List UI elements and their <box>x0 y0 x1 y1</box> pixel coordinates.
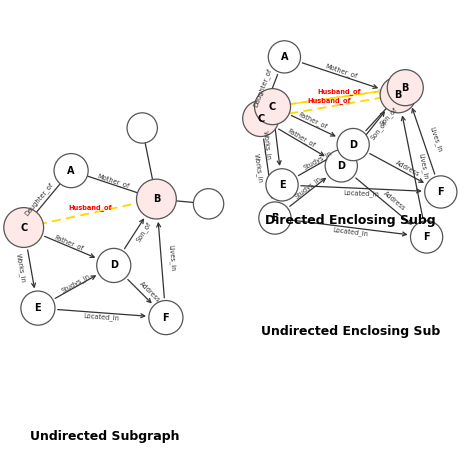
Circle shape <box>410 221 443 253</box>
Circle shape <box>21 291 55 325</box>
Circle shape <box>380 77 416 113</box>
Circle shape <box>149 301 183 335</box>
Circle shape <box>425 176 457 208</box>
Text: D: D <box>349 139 357 150</box>
Circle shape <box>266 169 298 201</box>
Text: Mother_of: Mother_of <box>97 173 131 190</box>
Circle shape <box>259 202 291 234</box>
Text: Daughter_of: Daughter_of <box>23 181 55 217</box>
Circle shape <box>4 208 44 247</box>
Circle shape <box>387 70 423 106</box>
Text: Studys_in: Studys_in <box>60 272 91 294</box>
Text: C: C <box>269 101 276 112</box>
Text: Lives_in: Lives_in <box>428 126 443 154</box>
Text: E: E <box>35 303 41 313</box>
Text: D: D <box>110 260 118 271</box>
Text: Undirected Enclosing Sub: Undirected Enclosing Sub <box>261 325 440 338</box>
Text: Son_of: Son_of <box>370 119 389 141</box>
Text: Located_in: Located_in <box>84 312 120 321</box>
Text: B: B <box>153 194 160 204</box>
Text: A: A <box>67 165 75 176</box>
Text: A: A <box>281 52 288 62</box>
Text: E: E <box>279 180 285 190</box>
Circle shape <box>325 150 357 182</box>
Circle shape <box>337 128 369 161</box>
Text: Studys_in: Studys_in <box>302 149 333 171</box>
Text: F: F <box>438 187 444 197</box>
Circle shape <box>268 41 301 73</box>
Text: B: B <box>401 82 409 93</box>
Circle shape <box>97 248 131 283</box>
Text: Works_in: Works_in <box>15 253 26 283</box>
Circle shape <box>127 113 157 143</box>
Circle shape <box>243 100 279 137</box>
Text: Lives_in: Lives_in <box>418 152 429 180</box>
Text: Father_of: Father_of <box>297 111 328 130</box>
Text: Lives_in: Lives_in <box>167 245 176 272</box>
Text: Directed Enclosing Subg: Directed Enclosing Subg <box>265 214 436 227</box>
Text: Works_in: Works_in <box>253 153 264 183</box>
Text: Located_in: Located_in <box>343 189 380 197</box>
Text: Husband_of: Husband_of <box>68 204 112 211</box>
Text: B: B <box>394 90 402 100</box>
Circle shape <box>54 154 88 188</box>
Text: Undirected Subgraph: Undirected Subgraph <box>29 429 179 443</box>
Text: Address: Address <box>139 280 162 303</box>
Text: Son_of: Son_of <box>135 221 153 244</box>
Text: F: F <box>163 312 169 323</box>
Circle shape <box>137 179 176 219</box>
Text: Address: Address <box>382 191 407 212</box>
Text: Father_of: Father_of <box>53 234 84 252</box>
Text: Located_in: Located_in <box>333 227 369 238</box>
Text: Studys_in: Studys_in <box>293 175 323 200</box>
Text: Husband_of: Husband_of <box>308 98 351 104</box>
Text: Son_of: Son_of <box>379 106 399 127</box>
Circle shape <box>193 189 224 219</box>
Text: F: F <box>423 232 430 242</box>
Circle shape <box>255 89 291 125</box>
Text: D: D <box>337 161 345 171</box>
Text: Address: Address <box>394 159 420 177</box>
Text: Husband_of: Husband_of <box>317 88 361 95</box>
Text: C: C <box>20 222 27 233</box>
Text: E: E <box>272 213 278 223</box>
Text: C: C <box>257 113 264 124</box>
Text: Works_in: Works_in <box>262 130 272 161</box>
Text: Mother_of: Mother_of <box>324 63 358 80</box>
Text: Daughter_of: Daughter_of <box>253 67 273 108</box>
Text: Father_of: Father_of <box>286 127 316 148</box>
